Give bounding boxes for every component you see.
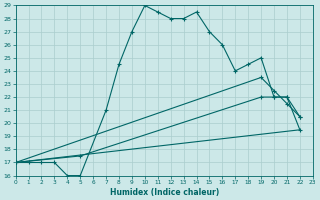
X-axis label: Humidex (Indice chaleur): Humidex (Indice chaleur) [109, 188, 219, 197]
